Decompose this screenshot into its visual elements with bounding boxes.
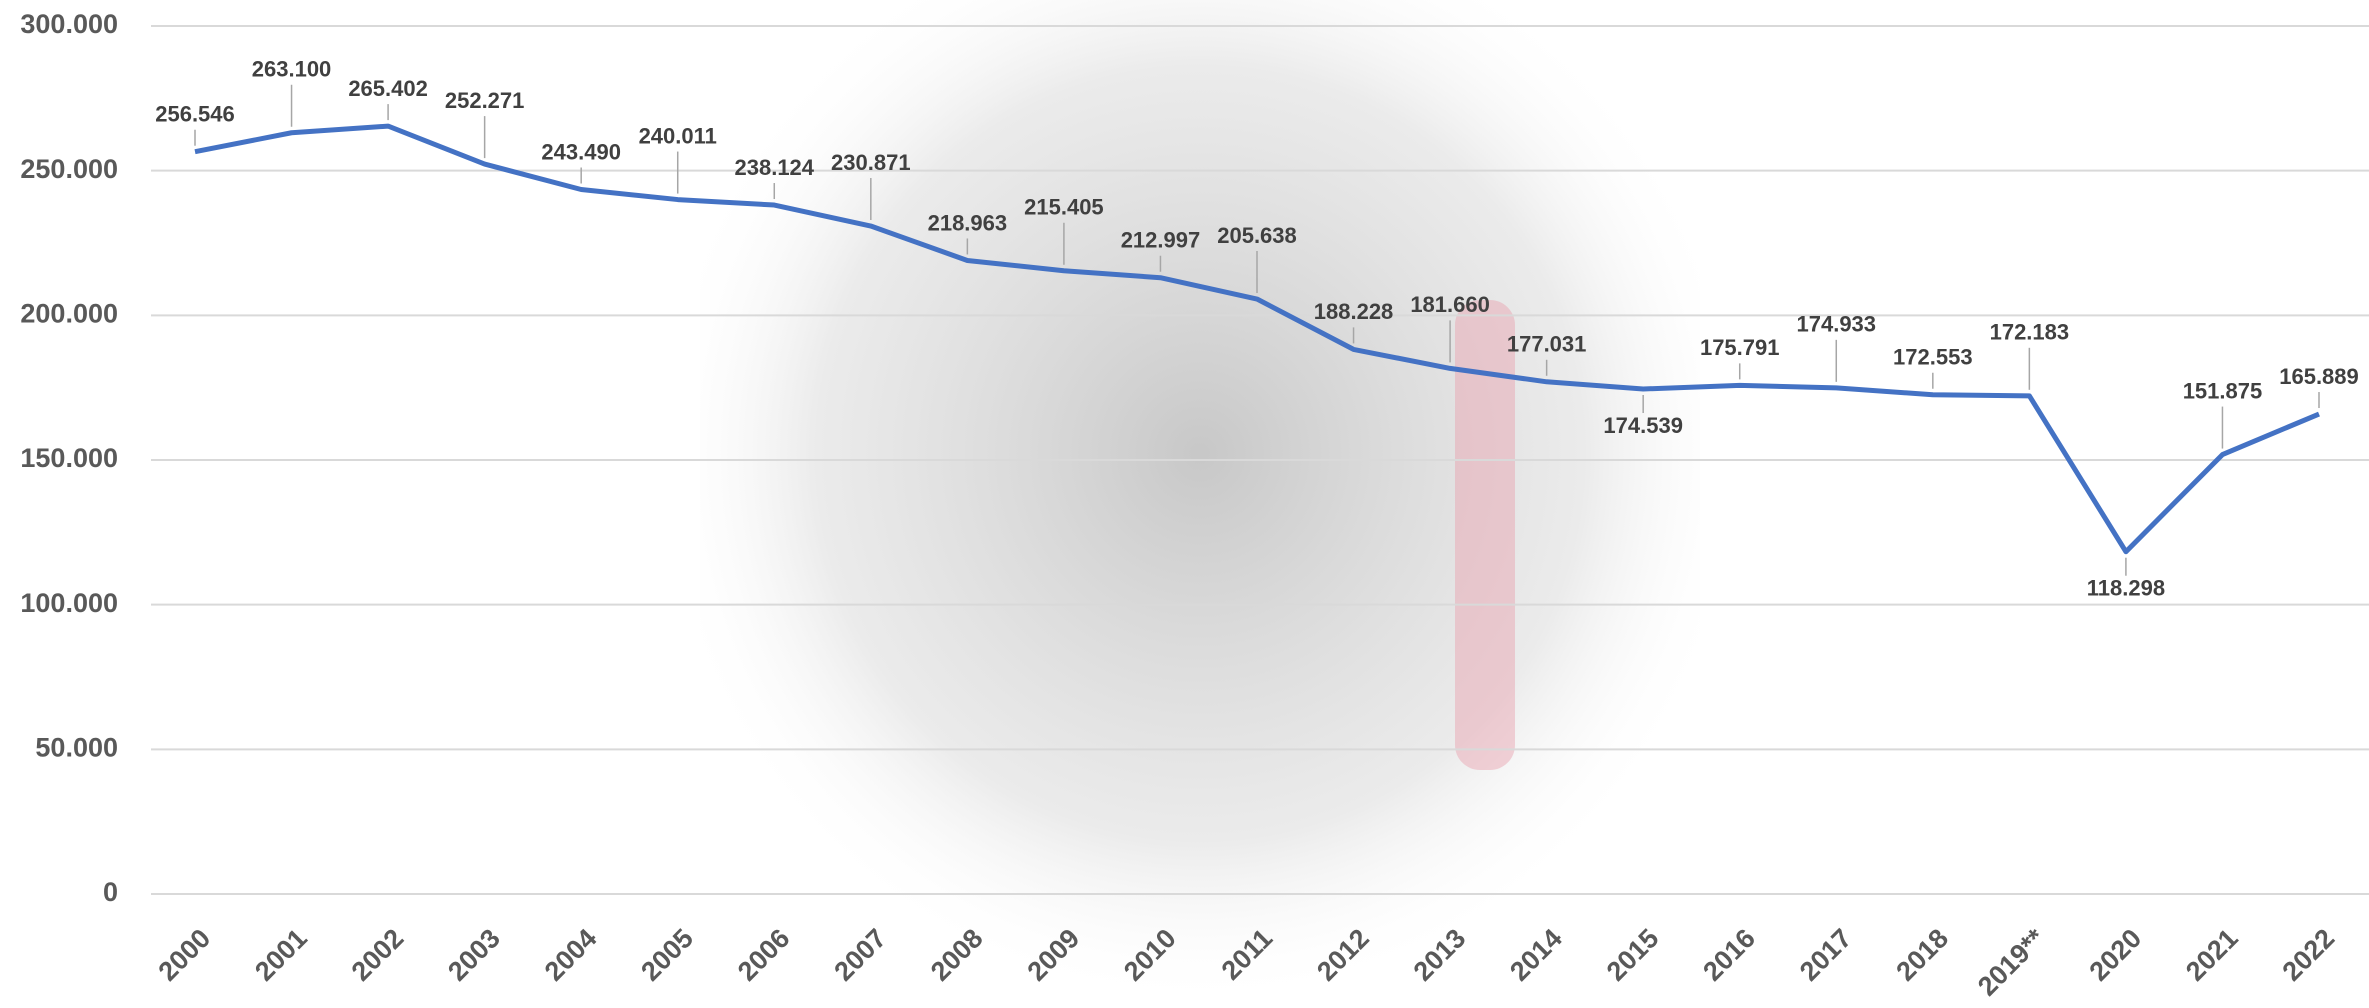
- data-line: [194, 123, 2320, 555]
- background-photo: [700, 0, 1700, 1008]
- background-photo-detail: [1455, 300, 1515, 770]
- y-tick-label: 50.000: [35, 732, 118, 762]
- x-tick-label: 2016: [1697, 923, 1761, 987]
- data-label: 165.889: [2279, 364, 2359, 389]
- data-label: 172.553: [1893, 345, 1973, 370]
- x-tick-label: 2004: [539, 923, 603, 987]
- data-label: 265.402: [348, 76, 428, 101]
- y-tick-label: 0: [103, 877, 118, 907]
- data-label: 172.183: [1990, 320, 2070, 345]
- y-tick-label: 200.000: [20, 298, 118, 328]
- x-tick-label: 2002: [346, 923, 410, 987]
- y-tick-label: 300.000: [20, 9, 118, 39]
- data-label: 181.660: [1410, 292, 1490, 317]
- data-label: 238.124: [735, 155, 815, 180]
- x-tick-label: 2019**: [1972, 923, 2051, 1002]
- x-tick-label: 2005: [635, 923, 699, 987]
- x-tick-label: 2000: [153, 923, 217, 987]
- data-label: 252.271: [445, 88, 525, 113]
- x-tick-label: 2018: [1890, 923, 1954, 987]
- data-label: 205.638: [1217, 223, 1297, 248]
- data-label: 230.871: [831, 150, 911, 175]
- data-label: 174.539: [1603, 413, 1683, 438]
- data-label: 243.490: [541, 139, 621, 164]
- x-tick-label: 2022: [2277, 923, 2341, 987]
- x-tick-label: 2003: [442, 923, 506, 987]
- x-tick-label: 2001: [249, 923, 313, 987]
- data-label: 240.011: [639, 123, 717, 148]
- x-tick-label: 2020: [2083, 923, 2147, 987]
- data-label: 212.997: [1121, 228, 1201, 253]
- data-label: 215.405: [1024, 195, 1104, 220]
- y-tick-label: 150.000: [20, 443, 118, 473]
- data-label: 151.875: [2183, 378, 2263, 403]
- y-tick-label: 100.000: [20, 588, 118, 618]
- y-tick-label: 250.000: [20, 154, 118, 184]
- data-label: 177.031: [1507, 332, 1587, 357]
- data-label: 175.791: [1700, 335, 1780, 360]
- x-tick-label: 2021: [2180, 923, 2244, 987]
- data-label: 174.933: [1797, 312, 1877, 337]
- data-label: 188.228: [1314, 299, 1394, 324]
- x-tick-label: 2017: [1794, 923, 1858, 987]
- data-label: 263.100: [252, 57, 332, 82]
- data-label: 256.546: [155, 102, 235, 127]
- data-label: 118.298: [2087, 576, 2165, 601]
- data-label: 218.963: [928, 210, 1008, 235]
